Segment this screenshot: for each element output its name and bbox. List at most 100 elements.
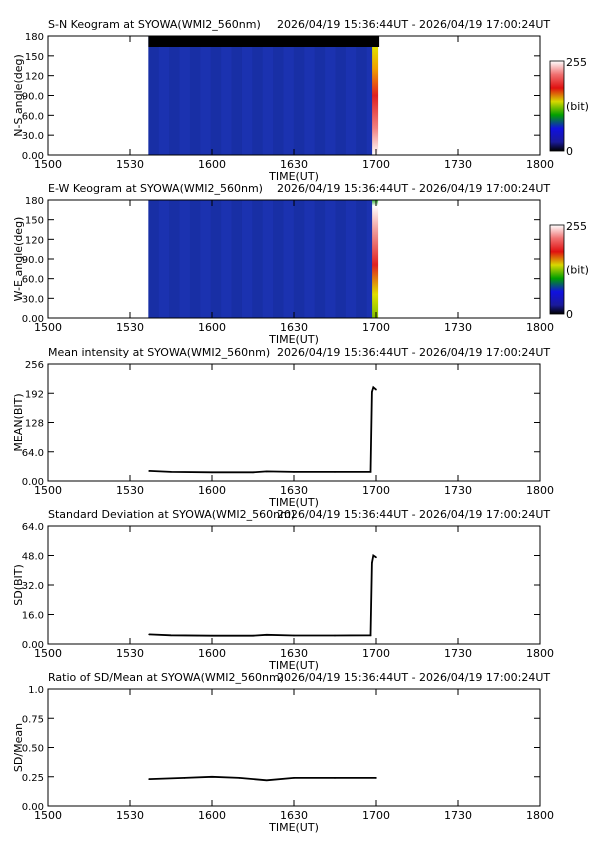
x-tick-label: 1730 <box>444 158 472 171</box>
x-tick-label: 1500 <box>34 647 62 660</box>
y-tick-label: 0.50 <box>22 744 44 755</box>
x-axis-label: TIME(UT) <box>268 170 319 183</box>
colorbar-unit-label: (bit) <box>566 100 589 113</box>
data-point <box>293 634 295 637</box>
data-point <box>148 470 150 472</box>
panel-2: E-W Keogram at SYOWA(WMI2_560nm) 2026/04/… <box>12 182 589 346</box>
keogram-column <box>169 36 180 155</box>
y-tick-label: 0.25 <box>22 773 44 784</box>
y-tick-label: 256 <box>25 360 44 371</box>
keogram-column <box>325 36 336 155</box>
plot-frame <box>47 363 541 482</box>
data-point <box>265 779 268 782</box>
keogram-column <box>231 200 242 318</box>
x-tick-label: 1630 <box>280 321 308 334</box>
panel-title: Ratio of SD/Mean at SYOWA(WMI2_560nm) <box>48 671 284 684</box>
x-tick-label: 1630 <box>280 484 308 497</box>
keogram-column <box>241 36 253 155</box>
keogram-column <box>283 200 294 318</box>
x-tick-label: 1730 <box>444 321 472 334</box>
y-tick-label: 150 <box>25 52 44 63</box>
y-tick-label: 120 <box>25 235 44 246</box>
keogram-column <box>148 200 159 318</box>
data-point <box>369 634 372 637</box>
x-tick-label: 1730 <box>444 809 472 822</box>
x-axis-label: TIME(UT) <box>268 333 319 346</box>
keogram-column <box>335 36 346 155</box>
keogram-column <box>273 200 284 318</box>
keogram-column <box>179 36 190 155</box>
keogram-column <box>345 36 357 155</box>
y-tick-label: 192 <box>25 389 44 400</box>
y-tick-label: 0.00 <box>22 151 44 162</box>
x-tick-label: 1600 <box>198 158 226 171</box>
keogram-column <box>200 36 211 155</box>
panel-title: E-W Keogram at SYOWA(WMI2_560nm) <box>48 182 263 195</box>
panel-time-range: 2026/04/19 15:36:44UT - 2026/04/19 17:00… <box>277 346 550 359</box>
keogram-column <box>189 36 201 155</box>
panel-1: S-N Keogram at SYOWA(WMI2_560nm) 2026/04/… <box>12 18 589 183</box>
keogram-column <box>158 36 170 155</box>
y-axis-label: SD(BIT) <box>12 564 25 606</box>
y-tick-label: 64.0 <box>22 448 44 459</box>
data-point <box>211 471 213 474</box>
x-tick-label: 1500 <box>34 809 62 822</box>
x-tick-label: 1500 <box>34 158 62 171</box>
panel-title: Standard Deviation at SYOWA(WMI2_560nm) <box>48 508 295 521</box>
panel-3: Mean intensity at SYOWA(WMI2_560nm) 2026/… <box>12 346 554 509</box>
y-axis-label: MEAN(BIT) <box>12 393 25 451</box>
y-tick-label: 0.00 <box>22 802 44 813</box>
data-point <box>293 471 295 473</box>
x-tick-label: 1700 <box>362 321 390 334</box>
y-tick-label: 32.0 <box>22 581 44 592</box>
x-tick-label: 1530 <box>116 647 144 660</box>
y-tick-label: 64.0 <box>22 522 44 533</box>
x-tick-label: 1600 <box>198 321 226 334</box>
y-tick-label: 90.0 <box>22 255 44 266</box>
series-line <box>149 553 377 637</box>
x-tick-label: 1800 <box>526 647 554 660</box>
y-tick-label: 0.00 <box>22 640 44 651</box>
keogram-column <box>252 36 263 155</box>
y-tick-label: 16.0 <box>22 611 44 622</box>
x-axis-label: TIME(UT) <box>268 821 319 834</box>
y-tick-label: 0.00 <box>22 314 44 325</box>
data-point <box>293 777 295 779</box>
y-axis-label: W-E angle(deg) <box>12 217 25 302</box>
y-tick-label: 0.75 <box>22 714 44 725</box>
keogram-column <box>366 200 378 318</box>
keogram-column <box>221 36 232 155</box>
x-axis-label: TIME(UT) <box>268 496 319 509</box>
panel-4: Standard Deviation at SYOWA(WMI2_560nm)2… <box>12 508 554 672</box>
keogram-column <box>231 36 242 155</box>
data-point <box>375 777 377 779</box>
x-tick-label: 1530 <box>116 484 144 497</box>
keogram-column <box>366 36 378 155</box>
panel-time-range: 2026/04/19 15:36:44UT - 2026/04/19 17:00… <box>277 671 550 684</box>
x-tick-label: 1700 <box>362 809 390 822</box>
series-line <box>149 775 376 782</box>
panel-time-range: 2026/04/19 15:36:44UT - 2026/04/19 17:00… <box>277 508 550 521</box>
data-point <box>252 634 254 637</box>
keogram-column <box>325 200 336 318</box>
data-point <box>371 391 373 393</box>
data-point <box>148 633 150 636</box>
keogram-column <box>252 200 263 318</box>
y-tick-label: 150 <box>25 216 44 227</box>
keogram-column <box>241 200 253 318</box>
keogram-column <box>356 36 367 155</box>
keogram-column <box>169 200 180 318</box>
keogram-column <box>210 200 222 318</box>
x-tick-label: 1600 <box>198 484 226 497</box>
series-line <box>149 385 377 474</box>
keogram-column <box>293 200 305 318</box>
keogram-column <box>262 36 274 155</box>
keogram-column <box>345 200 357 318</box>
keogram-final-column <box>372 47 379 155</box>
keogram-column <box>283 36 294 155</box>
data-point <box>372 386 375 389</box>
colorbar-max-label: 255 <box>566 220 587 233</box>
panel-time-range: 2026/04/19 15:36:44UT - 2026/04/19 17:00… <box>277 182 550 195</box>
y-tick-label: 180 <box>25 196 44 207</box>
